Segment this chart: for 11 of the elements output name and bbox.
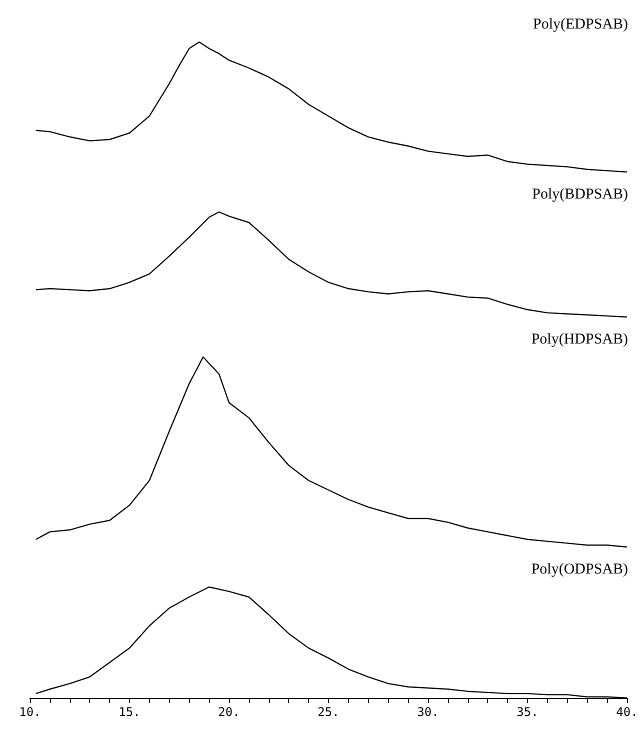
chart-title: Poly(ODPSAB) <box>531 562 628 578</box>
chart-title: Poly(HDPSAB) <box>531 332 628 348</box>
x-tick-label: 20. <box>218 705 240 719</box>
chart-title: Poly(BDPSAB) <box>532 186 628 202</box>
x-tick-label: 10. <box>19 705 41 719</box>
chart-title: Poly(EDPSAB) <box>532 16 628 32</box>
x-tick-label: 25. <box>318 705 340 719</box>
x-tick-label: 40. <box>616 705 638 719</box>
x-tick-label: 15. <box>118 705 140 719</box>
x-tick-label: 35. <box>516 705 538 719</box>
x-tick-label: 30. <box>417 705 439 719</box>
